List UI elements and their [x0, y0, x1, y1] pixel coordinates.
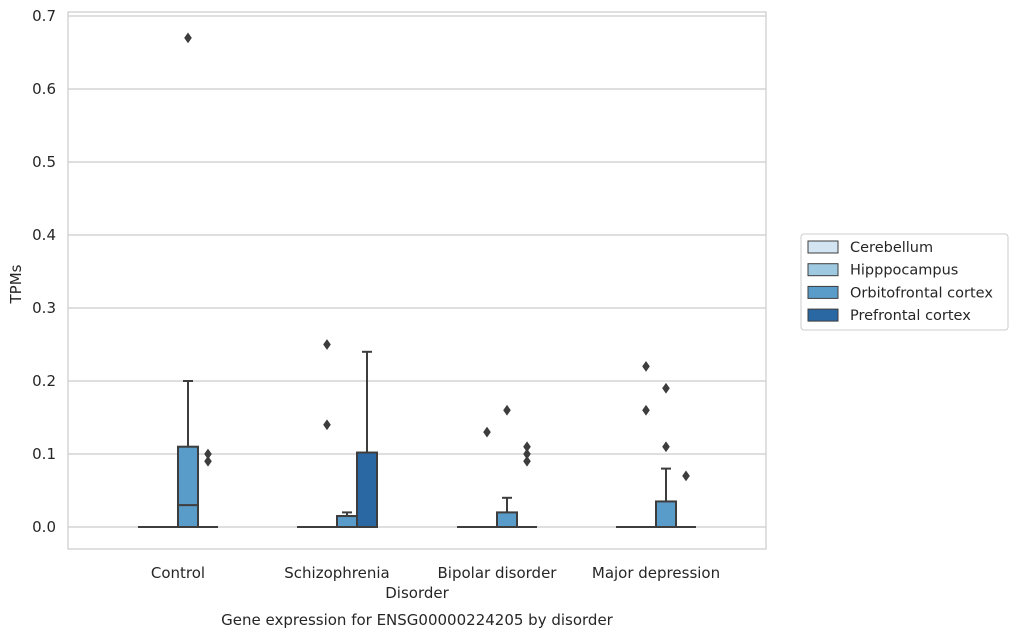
- outlier-point: [184, 32, 192, 44]
- legend-label: Orbitofrontal cortex: [850, 285, 993, 301]
- legend-frame: [800, 233, 1009, 331]
- outlier-point: [323, 339, 331, 350]
- y-tick-label: 0.3: [32, 299, 56, 317]
- legend-entries: Cerebellum Hipppocampus Orbitofrontal cort…: [807, 240, 993, 324]
- legend-swatch: [807, 263, 839, 277]
- outlier-point: [682, 470, 690, 482]
- outlier-point: [523, 448, 531, 460]
- box-group: [636, 361, 656, 528]
- outlier-point: [642, 404, 650, 416]
- legend: Cerebellum Hipppocampus Orbitofrontal cort…: [800, 233, 1009, 331]
- x-tick-label: Schizophrenia: [284, 564, 389, 582]
- x-tick-label: Major depression: [592, 564, 720, 582]
- y-tick-label: 0.5: [32, 153, 56, 171]
- box-group: [676, 470, 696, 528]
- box-body: [655, 500, 677, 529]
- x-tick-label: Control: [151, 564, 205, 582]
- box-body: [496, 511, 518, 529]
- y-tick-label: 0.7: [32, 7, 56, 25]
- y-tick-label: 0.0: [32, 518, 56, 536]
- outlier-point: [503, 404, 511, 416]
- y-axis-label: TPMs: [7, 264, 25, 304]
- box-group: [177, 32, 199, 529]
- box-group: [517, 441, 537, 528]
- legend-swatch: [807, 285, 839, 299]
- legend-label: Hipppocampus: [850, 263, 958, 279]
- outlier-point: [642, 361, 650, 372]
- legend-label: Cerebellum: [850, 240, 933, 256]
- legend-label: Prefrontal cortex: [850, 308, 971, 324]
- box-body: [177, 445, 199, 529]
- box-body: [336, 515, 358, 528]
- chart-caption: Gene expression for ENSG00000224205 by d…: [221, 611, 614, 629]
- x-axis-ticks: Control Schizophrenia Bipolar disorder Majo…: [151, 564, 720, 582]
- y-axis-ticks: 0.0 0.1 0.2 0.3 0.4 0.5 0.6 0.7: [32, 7, 56, 536]
- outlier-point: [523, 455, 531, 467]
- outlier-point: [204, 455, 212, 467]
- box-group: [317, 339, 337, 528]
- box-group: [655, 382, 677, 529]
- outlier-point: [483, 426, 491, 438]
- box-group: [356, 350, 378, 529]
- outlier-point: [662, 441, 670, 453]
- y-tick-label: 0.6: [32, 80, 56, 98]
- box-series: [138, 32, 696, 529]
- box-body: [356, 451, 378, 529]
- outlier-point: [323, 419, 331, 431]
- legend-swatch: [807, 240, 839, 254]
- outlier-point: [204, 448, 212, 460]
- box-group: [477, 426, 497, 528]
- x-axis-label: Disorder: [385, 584, 449, 602]
- y-tick-label: 0.4: [32, 226, 56, 244]
- y-tick-label: 0.2: [32, 372, 56, 390]
- outlier-point: [662, 382, 670, 394]
- box-group: [198, 448, 218, 528]
- box-group: [496, 404, 518, 529]
- y-tick-label: 0.1: [32, 445, 56, 463]
- x-tick-label: Bipolar disorder: [438, 564, 558, 582]
- outlier-point: [523, 441, 531, 453]
- legend-swatch: [807, 308, 839, 322]
